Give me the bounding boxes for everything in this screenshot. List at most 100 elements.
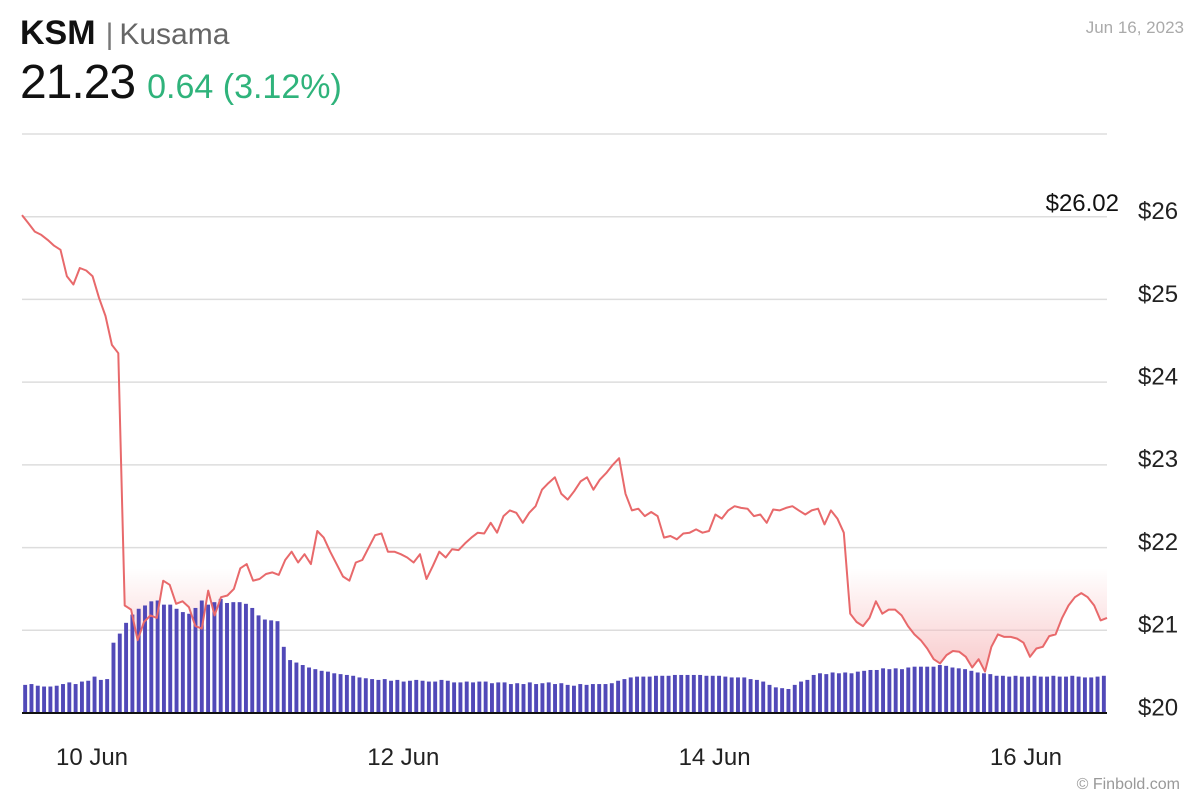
volume-bar xyxy=(389,680,393,713)
volume-bar xyxy=(174,608,179,713)
volume-bar xyxy=(994,675,999,713)
volume-bar xyxy=(111,642,116,713)
volume-bar xyxy=(849,673,854,713)
volume-bar xyxy=(1070,675,1075,713)
volume-bar xyxy=(654,675,658,713)
volume-bar xyxy=(836,673,841,713)
volume-bar xyxy=(117,633,122,713)
volume-bar xyxy=(988,674,993,713)
volume-bar xyxy=(868,669,873,713)
volume-bar xyxy=(950,667,955,713)
volume-bar xyxy=(307,667,311,713)
volume-bars xyxy=(23,598,1106,713)
volume-bar xyxy=(477,681,482,713)
volume-bar xyxy=(199,600,204,713)
volume-bar xyxy=(754,679,759,713)
volume-bar xyxy=(672,674,677,713)
volume-bar xyxy=(805,679,810,713)
chart-header: KSM | Kusama 21.23 0.64 (3.12%) xyxy=(20,14,342,110)
volume-bar xyxy=(527,682,532,713)
volume-bar xyxy=(98,679,103,713)
chart-date: Jun 16, 2023 xyxy=(1085,18,1184,37)
volume-bar xyxy=(843,672,848,713)
volume-bar xyxy=(572,685,576,713)
volume-bar xyxy=(559,683,564,713)
volume-bar xyxy=(647,676,652,713)
volume-bar xyxy=(900,669,904,713)
x-tick-label: 14 Jun xyxy=(679,744,751,771)
y-tick-label: $21 xyxy=(1138,612,1178,639)
volume-bar xyxy=(73,684,78,713)
volume-bar xyxy=(130,614,135,713)
ticker-symbol: KSM xyxy=(20,14,96,52)
volume-bar xyxy=(887,669,892,713)
volume-bar xyxy=(136,608,141,713)
volume-bar xyxy=(975,672,980,713)
volume-bar xyxy=(792,684,797,713)
volume-bar xyxy=(818,673,822,713)
volume-bar xyxy=(105,679,110,713)
volume-bar xyxy=(937,665,942,713)
volume-bar xyxy=(67,682,72,713)
title-separator: | xyxy=(105,18,114,51)
volume-bar xyxy=(780,688,785,713)
volume-bar xyxy=(540,683,545,713)
volume-bar xyxy=(161,604,166,713)
volume-bar xyxy=(855,671,860,713)
volume-bar xyxy=(1019,676,1024,713)
volume-bar xyxy=(212,602,217,713)
volume-bar xyxy=(597,684,602,713)
volume-bar xyxy=(382,679,387,713)
volume-bar xyxy=(931,666,936,713)
volume-bar xyxy=(502,682,507,713)
volume-bar xyxy=(723,676,728,713)
volume-bar xyxy=(691,674,696,713)
asset-name: Kusama xyxy=(119,18,230,51)
volume-bar xyxy=(1038,676,1043,713)
volume-bar xyxy=(786,689,791,713)
volume-bar xyxy=(603,684,608,713)
volume-bar xyxy=(420,680,425,713)
volume-bar xyxy=(982,673,986,713)
volume-bar xyxy=(401,681,406,713)
volume-bar xyxy=(370,679,375,713)
price-line-series xyxy=(21,214,1108,673)
y-tick-label: $24 xyxy=(1138,363,1178,390)
volume-bar xyxy=(395,679,400,713)
volume-bar xyxy=(193,607,198,713)
volume-bar xyxy=(237,602,242,713)
x-tick-label: 16 Jun xyxy=(990,744,1062,771)
x-axis-labels: 10 Jun 12 Jun 14 Jun 16 Jun xyxy=(56,744,1062,771)
volume-bar xyxy=(281,646,286,713)
y-tick-label: $25 xyxy=(1138,281,1178,308)
volume-bar xyxy=(578,684,583,713)
current-price: 21.23 xyxy=(20,56,136,109)
volume-bar xyxy=(262,619,267,713)
volume-bar xyxy=(912,666,917,713)
volume-bar xyxy=(1026,676,1031,713)
volume-bar xyxy=(534,684,539,713)
volume-bar xyxy=(300,665,305,713)
volume-bar xyxy=(168,604,173,713)
volume-bar xyxy=(1051,675,1056,713)
volume-bar xyxy=(407,680,412,713)
volume-bar xyxy=(1089,677,1094,713)
volume-bar xyxy=(414,679,419,713)
volume-bar xyxy=(155,600,160,713)
volume-bar xyxy=(376,679,381,713)
y-tick-label: $26 xyxy=(1138,198,1178,225)
price-line: 21.23 0.64 (3.12%) xyxy=(20,55,342,110)
volume-bar xyxy=(180,612,185,713)
volume-bar xyxy=(906,667,911,713)
volume-bar xyxy=(496,682,501,713)
volume-bar xyxy=(748,679,753,713)
volume-bar xyxy=(546,682,551,713)
volume-bar xyxy=(925,666,930,713)
volume-bar xyxy=(187,613,192,713)
volume-bar xyxy=(92,676,97,713)
volume-bar xyxy=(1101,675,1106,713)
credit-watermark: © Finbold.com xyxy=(1076,776,1180,793)
volume-bar xyxy=(553,684,557,713)
volume-bar xyxy=(458,682,463,713)
